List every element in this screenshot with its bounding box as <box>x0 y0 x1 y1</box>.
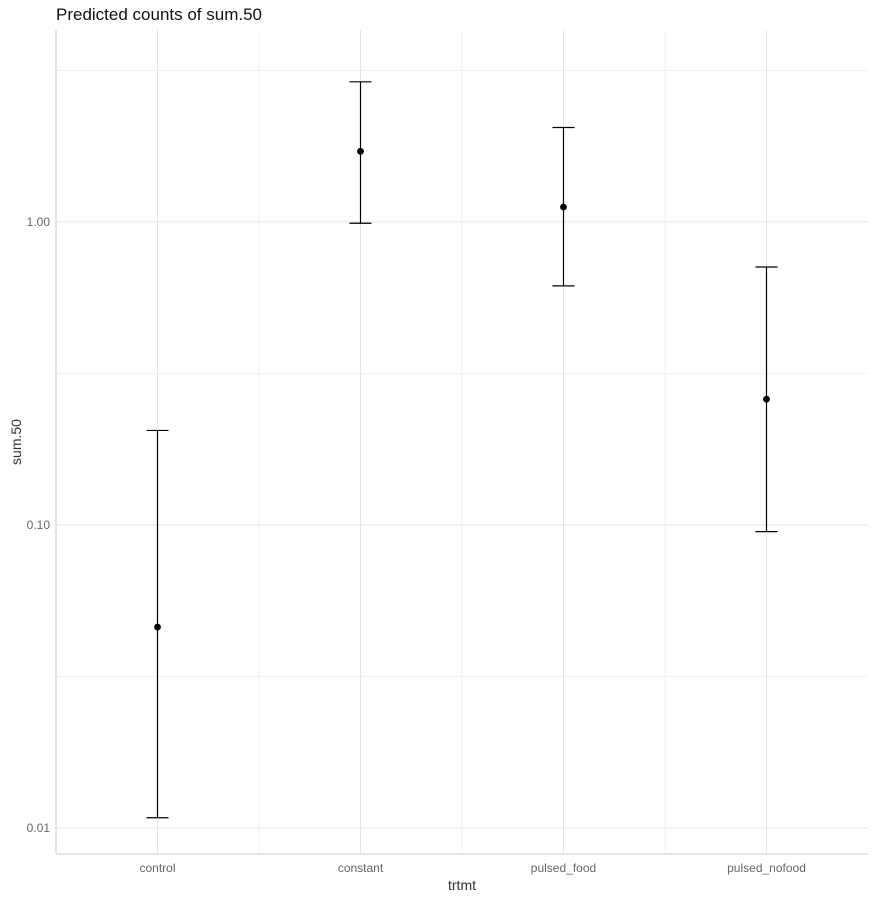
y-axis-title: sum.50 <box>8 419 24 465</box>
x-tick-label: constant <box>338 861 384 875</box>
axes <box>55 30 868 855</box>
data-point <box>763 395 770 403</box>
chart-title: Predicted counts of sum.50 <box>56 5 263 24</box>
x-tick-label: pulsed_food <box>531 861 596 875</box>
y-tick-label: 1.00 <box>27 215 51 229</box>
y-tick-label: 0.10 <box>27 518 51 532</box>
data-point <box>154 623 161 631</box>
x-tick-label: control <box>139 861 175 875</box>
data-point <box>357 147 364 155</box>
y-tick-label: 0.01 <box>27 821 51 835</box>
grid <box>56 30 868 854</box>
x-tick-labels: control constant pulsed_food pulsed_nofood <box>139 861 805 875</box>
data-marks <box>146 81 778 819</box>
x-axis-title: trtmt <box>448 877 476 893</box>
data-point <box>560 203 567 211</box>
y-tick-labels: 0.01 0.10 1.00 <box>27 215 51 835</box>
x-tick-label: pulsed_nofood <box>727 861 806 875</box>
